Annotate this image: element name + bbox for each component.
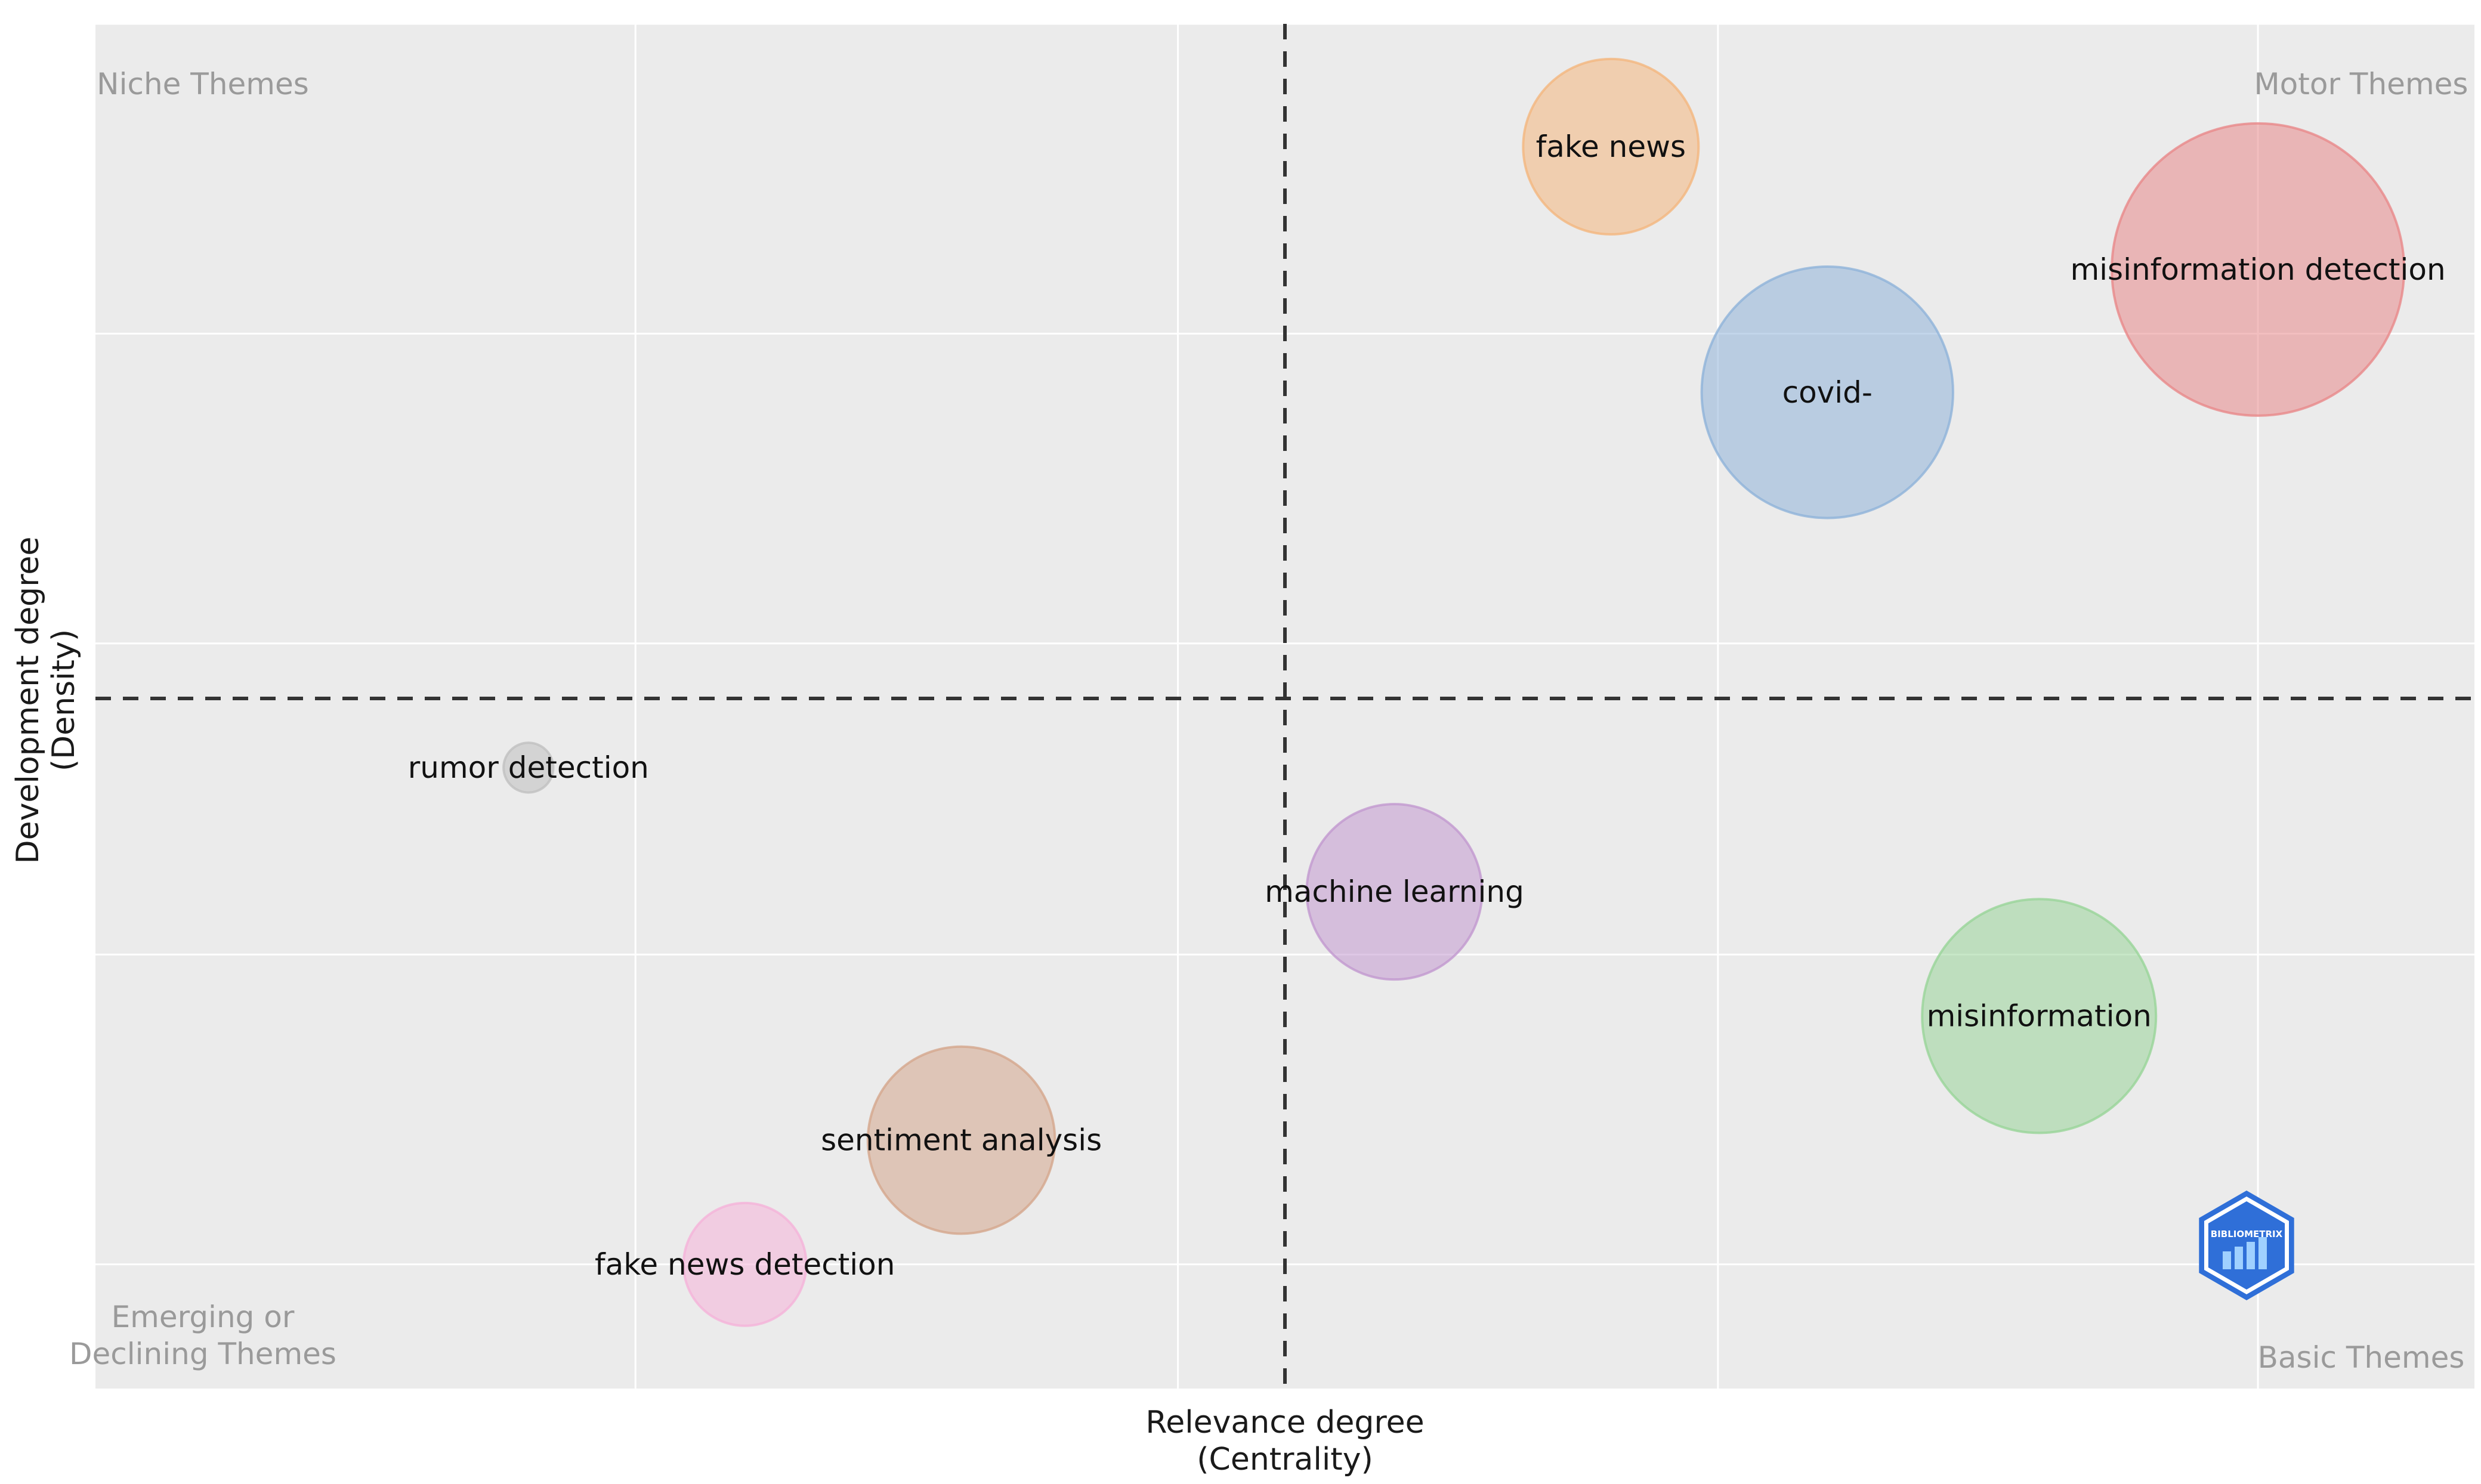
bibliometrix-logo-icon: BIBLIOMETRIX	[2199, 1191, 2294, 1300]
y-axis-title-1: (Density)	[46, 629, 82, 771]
bubble-covid	[1700, 265, 1954, 520]
quadrant-label-bottom-left-0: Emerging or	[112, 1300, 295, 1334]
bubble-machine-learning	[1305, 803, 1484, 981]
logo-bar-2	[2247, 1242, 2255, 1269]
bubble-labels: fake news misinformation detection covid-r…	[408, 129, 2446, 1282]
bubble-label-misinformation-detection: misinformation detection	[2070, 252, 2445, 287]
bubble-label-misinformation: misinformation	[1927, 998, 2152, 1033]
bubble-sentiment-analysis	[866, 1045, 1056, 1235]
bubble-label-sentiment-analysis: sentiment analysis	[821, 1123, 1102, 1158]
bubble-label-rumor-detection: rumor detection	[408, 750, 649, 785]
x-axis-title-1: (Centrality)	[1197, 1442, 1373, 1477]
x-axis-title-0: Relevance degree	[1145, 1405, 1424, 1440]
bubble-label-fake-news: fake news	[1536, 129, 1686, 164]
quadrant-labels: Niche Themes Motor Themes Emerging orDecli…	[69, 67, 2468, 1375]
bubble-rumor-detection	[502, 741, 555, 794]
bubble-label-machine-learning: machine learning	[1265, 874, 1524, 909]
quadrant-label-top-left: Niche Themes	[97, 67, 309, 101]
bubbles	[502, 57, 2406, 1327]
bubble-label-covid: covid-	[1782, 375, 1873, 410]
quadrant-label-bottom-left-1: Declining Themes	[69, 1337, 336, 1371]
bubble-label-fake-news-detection: fake news detection	[595, 1247, 895, 1282]
bubble-misinformation-detection	[2111, 122, 2406, 417]
y-axis-title-0: Development degree	[10, 537, 46, 864]
quadrant-dividers	[95, 24, 2474, 1389]
logo-bar-0	[2223, 1251, 2231, 1269]
quadrant-label-top-right: Motor Themes	[2254, 67, 2468, 101]
bubble-fake-news	[1522, 57, 1700, 236]
logo-text: BIBLIOMETRIX	[2211, 1229, 2283, 1239]
quadrant-label-bottom-right: Basic Themes	[2258, 1340, 2465, 1375]
bubble-misinformation	[1921, 898, 2158, 1134]
logo-bar-1	[2235, 1247, 2243, 1269]
logo-bar-3	[2258, 1237, 2267, 1269]
bubble-fake-news-detection	[682, 1201, 808, 1327]
axis-titles: Relevance degree(Centrality) Development …	[10, 537, 1425, 1477]
